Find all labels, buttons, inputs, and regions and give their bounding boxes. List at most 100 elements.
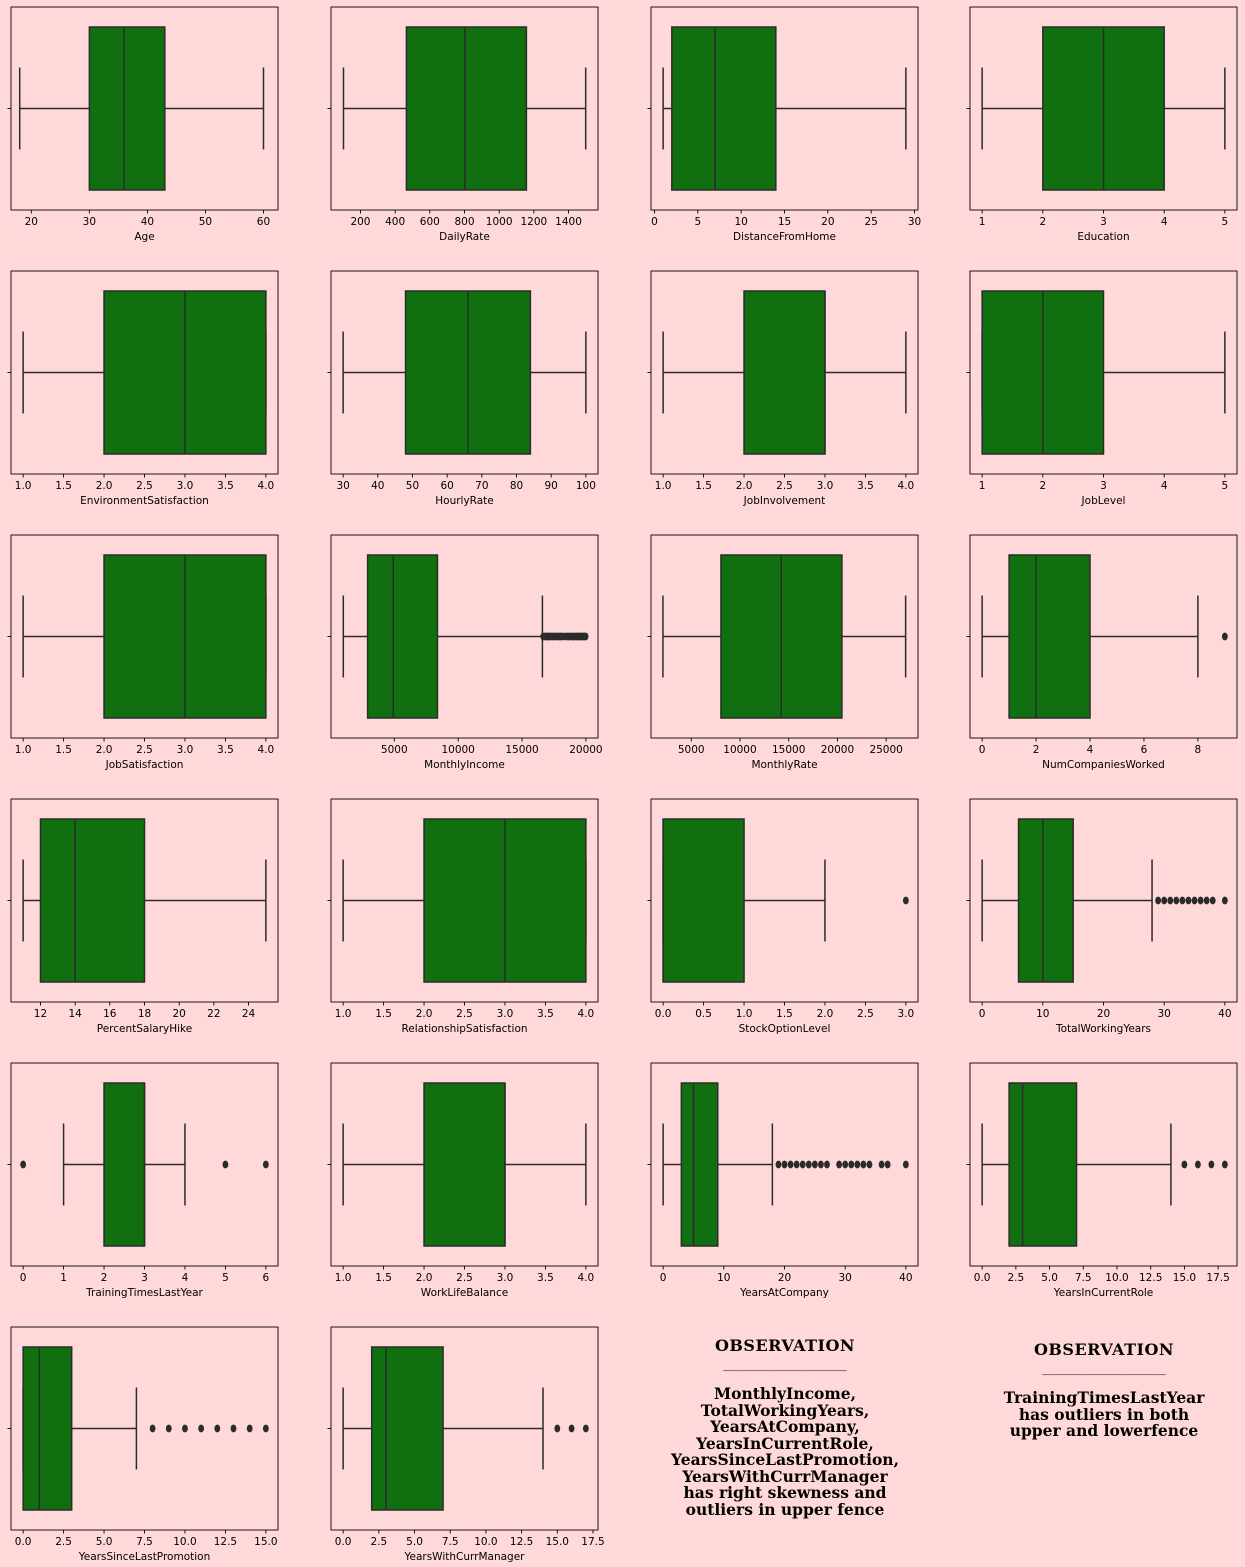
iqr-box: [743, 290, 826, 455]
outlier-point: [775, 1160, 782, 1169]
x-tick-label: 5000: [381, 744, 408, 756]
x-tick-label: 3: [1100, 480, 1107, 492]
x-tick-label: 2.0: [96, 480, 113, 492]
iqr-box: [405, 26, 528, 191]
outlier-point: [884, 1160, 891, 1169]
boxplot-relationshipsatisfaction: 1.0 1.5 2.0 2.5 3.0 3.5 4.0 RelationshipSatisfa…: [327, 798, 599, 1035]
observation-note-right-skew: OBSERVATION ___________________ MonthlyI…: [652, 1336, 918, 1518]
x-tick-label: 2.5: [456, 1272, 473, 1284]
x-tick-label: 3.0: [177, 744, 194, 756]
observation-title: OBSERVATION: [714, 1336, 856, 1355]
x-tick-label: 600: [420, 216, 440, 228]
outlier-point: [182, 1424, 188, 1433]
boxplot-yearsincurrentrole: 0.0 2.5 5.0 7.5 10.0 12.5 15.0 17.5 YearsInCurre…: [966, 1062, 1238, 1299]
x-tick-label: 0: [979, 744, 986, 756]
x-axis-label: DistanceFromHome: [733, 231, 836, 243]
x-axis-label: WorkLifeBalance: [421, 1287, 508, 1299]
x-axis-label: YearsSinceLastPromotion: [78, 1551, 210, 1563]
x-tick-label: 4.0: [898, 480, 915, 492]
x-tick-label: 0.0: [15, 1536, 32, 1548]
x-tick-label: 5: [1222, 216, 1229, 228]
x-tick-label: 4: [1161, 216, 1168, 228]
outlier-point: [1155, 896, 1162, 905]
x-tick-label: 3: [1100, 216, 1107, 228]
x-tick-label: 1400: [555, 216, 582, 228]
boxplot-hourlyrate: 30 40 50 60 70 80 90 100 HourlyRate: [327, 270, 599, 507]
x-tick-label: 2.5: [456, 1008, 473, 1020]
x-tick-label: 4.0: [258, 744, 275, 756]
x-tick-label: 1.0: [335, 1272, 352, 1284]
boxplot-yearssincelastpromotion: 0.0 2.5 5.0 7.5 10.0 12.5 15.0 YearsSinceLastPr…: [7, 1326, 279, 1563]
outlier-point: [818, 1160, 824, 1169]
x-tick-label: 15000: [505, 744, 538, 756]
x-tick-label: 100: [576, 480, 596, 492]
x-tick-label: 2: [1039, 216, 1046, 228]
iqr-box: [662, 818, 745, 983]
x-tick-label: 50: [199, 216, 212, 228]
x-tick-label: 0.0: [335, 1536, 352, 1548]
x-tick-label: 7.5: [442, 1536, 459, 1548]
x-tick-label: 5.0: [96, 1536, 113, 1548]
x-axis-label: MonthlyIncome: [424, 759, 505, 771]
x-axis-label: RelationshipSatisfaction: [401, 1023, 527, 1035]
outlier-point: [793, 1160, 800, 1169]
x-tick-label: 25: [865, 216, 878, 228]
boxplot-numcompaniesworked: 0 2 4 6 8 NumCompaniesWorked: [966, 534, 1238, 771]
x-tick-label: 1: [60, 1272, 67, 1284]
x-tick-label: 2.5: [857, 1008, 874, 1020]
x-tick-label: 3.0: [497, 1008, 514, 1020]
x-tick-label: 1: [979, 216, 986, 228]
outlier-point: [149, 1424, 156, 1433]
outlier-point: [1194, 1160, 1201, 1169]
x-tick-label: 22: [207, 1008, 220, 1020]
outlier-point: [198, 1424, 205, 1433]
outlier-point: [262, 1424, 269, 1433]
boxplot-monthlyrate: 5000 10000 15000 20000 25000 MonthlyRate: [647, 534, 919, 771]
x-tick-label: 20: [778, 1272, 791, 1284]
x-tick-label: 17.5: [581, 1536, 604, 1548]
x-tick-label: 20: [25, 216, 38, 228]
x-axis-label: JobSatisfaction: [105, 759, 184, 771]
outlier-point: [836, 1160, 843, 1169]
outlier-point: [222, 1160, 229, 1169]
x-tick-label: 16: [103, 1008, 117, 1020]
x-tick-label: 6: [263, 1272, 270, 1284]
x-tick-label: 2.0: [817, 1008, 834, 1020]
outlier-point: [811, 1160, 818, 1169]
x-axis-label: StockOptionLevel: [739, 1023, 831, 1035]
x-tick-label: 15000: [772, 744, 805, 756]
outlier-point: [1173, 896, 1180, 905]
x-tick-label: 2.0: [96, 744, 113, 756]
x-tick-label: 5: [1222, 480, 1229, 492]
boxplot-percentsalaryhike: 12 14 16 18 20 22 24 PercentSalaryHike: [7, 798, 279, 1035]
outlier-point: [824, 1160, 830, 1169]
x-tick-label: 3.5: [217, 480, 234, 492]
outlier-point: [214, 1424, 221, 1433]
outlier-point: [799, 1160, 806, 1169]
outlier-point: [902, 896, 909, 905]
iqr-box: [88, 26, 166, 191]
outlier-point: [860, 1160, 867, 1169]
outlier-point: [848, 1160, 855, 1169]
observation-body: TrainingTimesLastYear has outliers in bo…: [1003, 1388, 1205, 1440]
x-tick-label: 800: [454, 216, 474, 228]
x-tick-label: 20000: [569, 744, 602, 756]
x-tick-label: 24: [242, 1008, 256, 1020]
iqr-box: [370, 1346, 444, 1511]
x-tick-label: 2.5: [1007, 1272, 1024, 1284]
outlier-point: [568, 1424, 575, 1433]
x-tick-label: 2.5: [136, 744, 153, 756]
x-axis-label: JobLevel: [1081, 495, 1126, 507]
x-tick-label: 20: [1097, 1008, 1110, 1020]
x-tick-label: 2.5: [55, 1536, 72, 1548]
x-tick-label: 5.0: [406, 1536, 423, 1548]
outlier-point: [165, 1424, 172, 1433]
x-tick-label: 1.0: [15, 744, 32, 756]
x-tick-label: 2.5: [370, 1536, 387, 1548]
iqr-box: [366, 554, 439, 719]
boxplot-jobinvolvement: 1.0 1.5 2.0 2.5 3.0 3.5 4.0 JobInvolvement: [647, 270, 919, 507]
x-tick-label: 0: [979, 1008, 986, 1020]
boxplot-education: 1 2 3 4 5 Education: [966, 6, 1238, 243]
x-axis-label: JobInvolvement: [743, 495, 826, 507]
